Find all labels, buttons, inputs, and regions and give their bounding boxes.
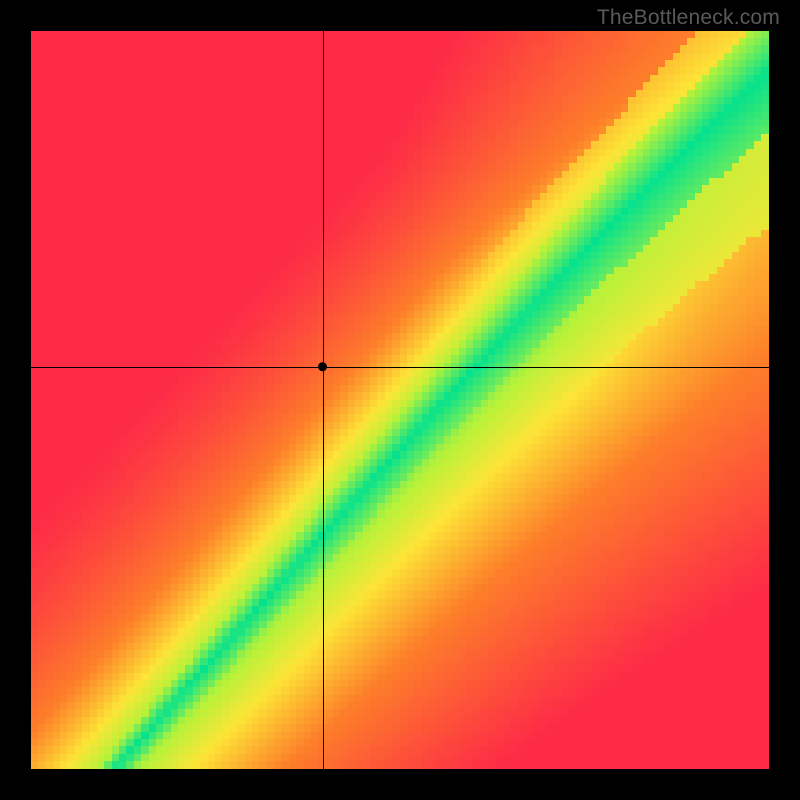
chart-container: TheBottleneck.com bbox=[0, 0, 800, 800]
heatmap-canvas bbox=[31, 31, 769, 769]
heatmap-plot-area bbox=[31, 31, 769, 769]
watermark-label: TheBottleneck.com bbox=[597, 6, 780, 30]
